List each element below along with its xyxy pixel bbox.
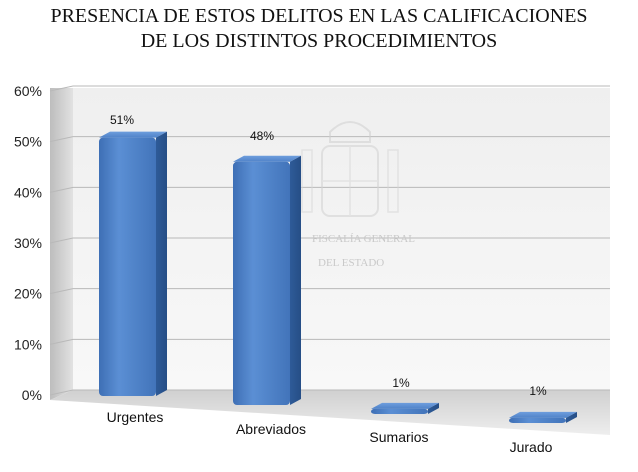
data-label-jurado: 1% (529, 384, 547, 398)
data-label-urgentes: 51% (110, 113, 134, 127)
bars-group (99, 131, 577, 423)
bar-sumarios (371, 402, 439, 414)
grid-line (49, 85, 610, 92)
watermark-line-1: FISCALÍA GENERAL (312, 233, 415, 245)
bar-urgentes (99, 131, 167, 396)
y-axis-ticks: 0% 10% 20% 30% 40% 50% 60% (14, 83, 42, 403)
grid-line (49, 136, 610, 143)
plot-floor (50, 390, 610, 435)
y-tick-label: 0% (22, 387, 42, 403)
category-label-sumarios: Sumarios (369, 429, 428, 445)
plot-back-wall (73, 88, 610, 390)
y-tick-label: 20% (14, 286, 42, 302)
y-tick-label: 50% (14, 134, 42, 150)
bar-abreviados (233, 155, 301, 405)
data-label-abreviados: 48% (250, 129, 274, 143)
category-label-abreviados: Abreviados (236, 421, 306, 437)
y-tick-label: 10% (14, 336, 42, 352)
plot-side-wall (50, 88, 73, 400)
y-tick-label: 40% (14, 184, 42, 200)
category-label-urgentes: Urgentes (107, 409, 164, 425)
grid-line (49, 237, 610, 244)
watermark-line-2: DEL ESTADO (318, 257, 384, 269)
grid-line (49, 288, 610, 295)
chart-title: PRESENCIA DE ESTOS DELITOS EN LAS CALIFI… (0, 4, 638, 54)
watermark-crest (301, 121, 399, 217)
y-tick-label: 30% (14, 235, 42, 251)
data-label-sumarios: 1% (392, 376, 410, 390)
grid-line (49, 338, 610, 345)
grid-lines (49, 85, 610, 396)
chart-title-line-1: PRESENCIA DE ESTOS DELITOS EN LAS CALIFI… (50, 5, 588, 27)
category-label-jurado: Jurado (510, 439, 553, 455)
y-tick-label: 60% (14, 83, 42, 99)
chart-title-line-2: DE LOS DISTINTOS PROCEDIMIENTOS (140, 30, 498, 52)
grid-line (49, 186, 610, 193)
grid-line (49, 389, 610, 396)
bar-jurado (509, 411, 577, 423)
